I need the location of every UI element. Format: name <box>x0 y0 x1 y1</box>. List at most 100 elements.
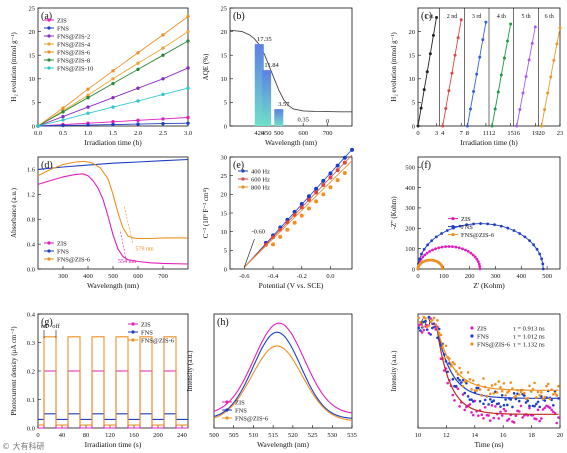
absorption-curve <box>229 29 352 113</box>
y-tick-label: 10 <box>221 229 228 236</box>
y-tick-label: 30 <box>221 154 228 161</box>
x-tick-label: 3 <box>435 130 438 137</box>
cycle-label: 2 nd <box>447 14 458 20</box>
legend-marker <box>131 330 135 334</box>
data-point <box>557 416 560 419</box>
data-point <box>421 255 425 259</box>
y-tick-label: 25 <box>221 5 228 12</box>
data-point <box>451 377 455 381</box>
data-point <box>528 239 531 243</box>
data-point <box>533 25 537 29</box>
data-point <box>493 223 496 227</box>
data-point <box>431 318 434 322</box>
x-tick-label: 2.0 <box>134 130 142 137</box>
data-point <box>437 246 441 250</box>
data-point <box>540 257 544 261</box>
data-point <box>418 257 421 261</box>
x-tick-label: 18 <box>528 432 535 439</box>
data-point <box>431 248 434 252</box>
bar <box>254 44 264 126</box>
data-point <box>480 393 484 397</box>
data-point <box>436 336 439 340</box>
y-axis-label: -Z'' (Kohm) <box>390 196 398 230</box>
data-point <box>456 36 460 40</box>
data-point <box>488 419 492 422</box>
fit-line <box>244 149 353 268</box>
data-point <box>422 328 426 332</box>
legend-label: FNS <box>57 248 69 255</box>
data-point <box>538 394 541 397</box>
data-point <box>528 384 531 388</box>
legend-label: FNS@ZIS-8 <box>57 57 90 64</box>
x-tick-label: 16 <box>514 130 521 137</box>
y-tick-label: 200 <box>405 226 415 233</box>
data-point <box>523 391 526 395</box>
y-axis-label: Photocurrent density (μA cm⁻²) <box>10 326 18 416</box>
data-point <box>536 408 540 412</box>
data-point <box>271 242 276 247</box>
data-point <box>514 394 518 398</box>
data-point <box>292 212 297 217</box>
data-point <box>515 124 519 128</box>
data-point <box>538 405 541 409</box>
data-point <box>500 394 504 397</box>
data-point <box>136 61 140 65</box>
data-point <box>545 384 548 388</box>
data-point <box>502 56 506 60</box>
data-point <box>420 252 423 256</box>
y-tick-label: 5 <box>224 100 227 107</box>
decay-fit <box>435 325 559 391</box>
data-point <box>328 185 333 190</box>
x-tick-label: 16 <box>500 432 507 439</box>
y-tick-label: 15 <box>409 53 416 60</box>
data-point <box>502 382 506 385</box>
x-tick-label: 500 <box>542 273 552 280</box>
data-point <box>161 117 165 121</box>
y-tick-label: 100 <box>405 246 415 253</box>
data-point <box>541 262 545 266</box>
data-point <box>429 317 432 320</box>
data-point <box>434 328 438 331</box>
x-tick-label: 500 <box>108 273 118 280</box>
data-point <box>437 327 441 331</box>
x-tick-label: 0.0 <box>326 273 334 280</box>
y-tick-label: 25 <box>221 173 228 180</box>
data-point <box>465 381 468 385</box>
data-point <box>458 405 461 408</box>
legend-marker <box>451 225 455 229</box>
x-tick-label: 12 <box>489 130 496 137</box>
data-point <box>518 107 522 111</box>
data-point <box>468 107 472 111</box>
data-point <box>61 114 65 119</box>
legend-label: FNS@ZIS-2 <box>57 33 90 40</box>
data-point <box>471 379 475 382</box>
data-point <box>528 406 531 410</box>
data-point <box>512 229 516 232</box>
panel-f: (f) 0 100 200 300 400 500 0 100 200 300 400 500 Z' (K… <box>390 156 561 290</box>
data-point <box>499 386 502 389</box>
y-tick-label: 15 <box>29 53 36 60</box>
data-point <box>555 393 559 397</box>
legend-label: FNS@ZIS-6 <box>477 341 511 348</box>
data-point <box>460 371 463 374</box>
data-point <box>441 267 444 271</box>
data-point <box>487 414 490 417</box>
data-point <box>506 403 509 407</box>
data-point <box>111 105 115 109</box>
panel-label: (b) <box>233 11 245 22</box>
data-point <box>536 400 540 404</box>
y-tick-label: 0.0 <box>27 266 35 273</box>
x-tick-label: -0.4 <box>268 273 279 280</box>
data-point <box>417 326 421 330</box>
x-tick-label: 515 <box>268 432 278 439</box>
bar-value-label: 0.35 <box>298 116 309 123</box>
data-point <box>528 404 531 408</box>
panel-label: (d) <box>41 160 53 171</box>
data-point <box>186 29 190 34</box>
data-point <box>534 402 538 406</box>
decay-fit <box>435 325 559 415</box>
data-point <box>541 408 545 411</box>
annotation-arrow <box>244 239 255 268</box>
data-point <box>451 393 455 397</box>
data-point <box>492 392 495 395</box>
